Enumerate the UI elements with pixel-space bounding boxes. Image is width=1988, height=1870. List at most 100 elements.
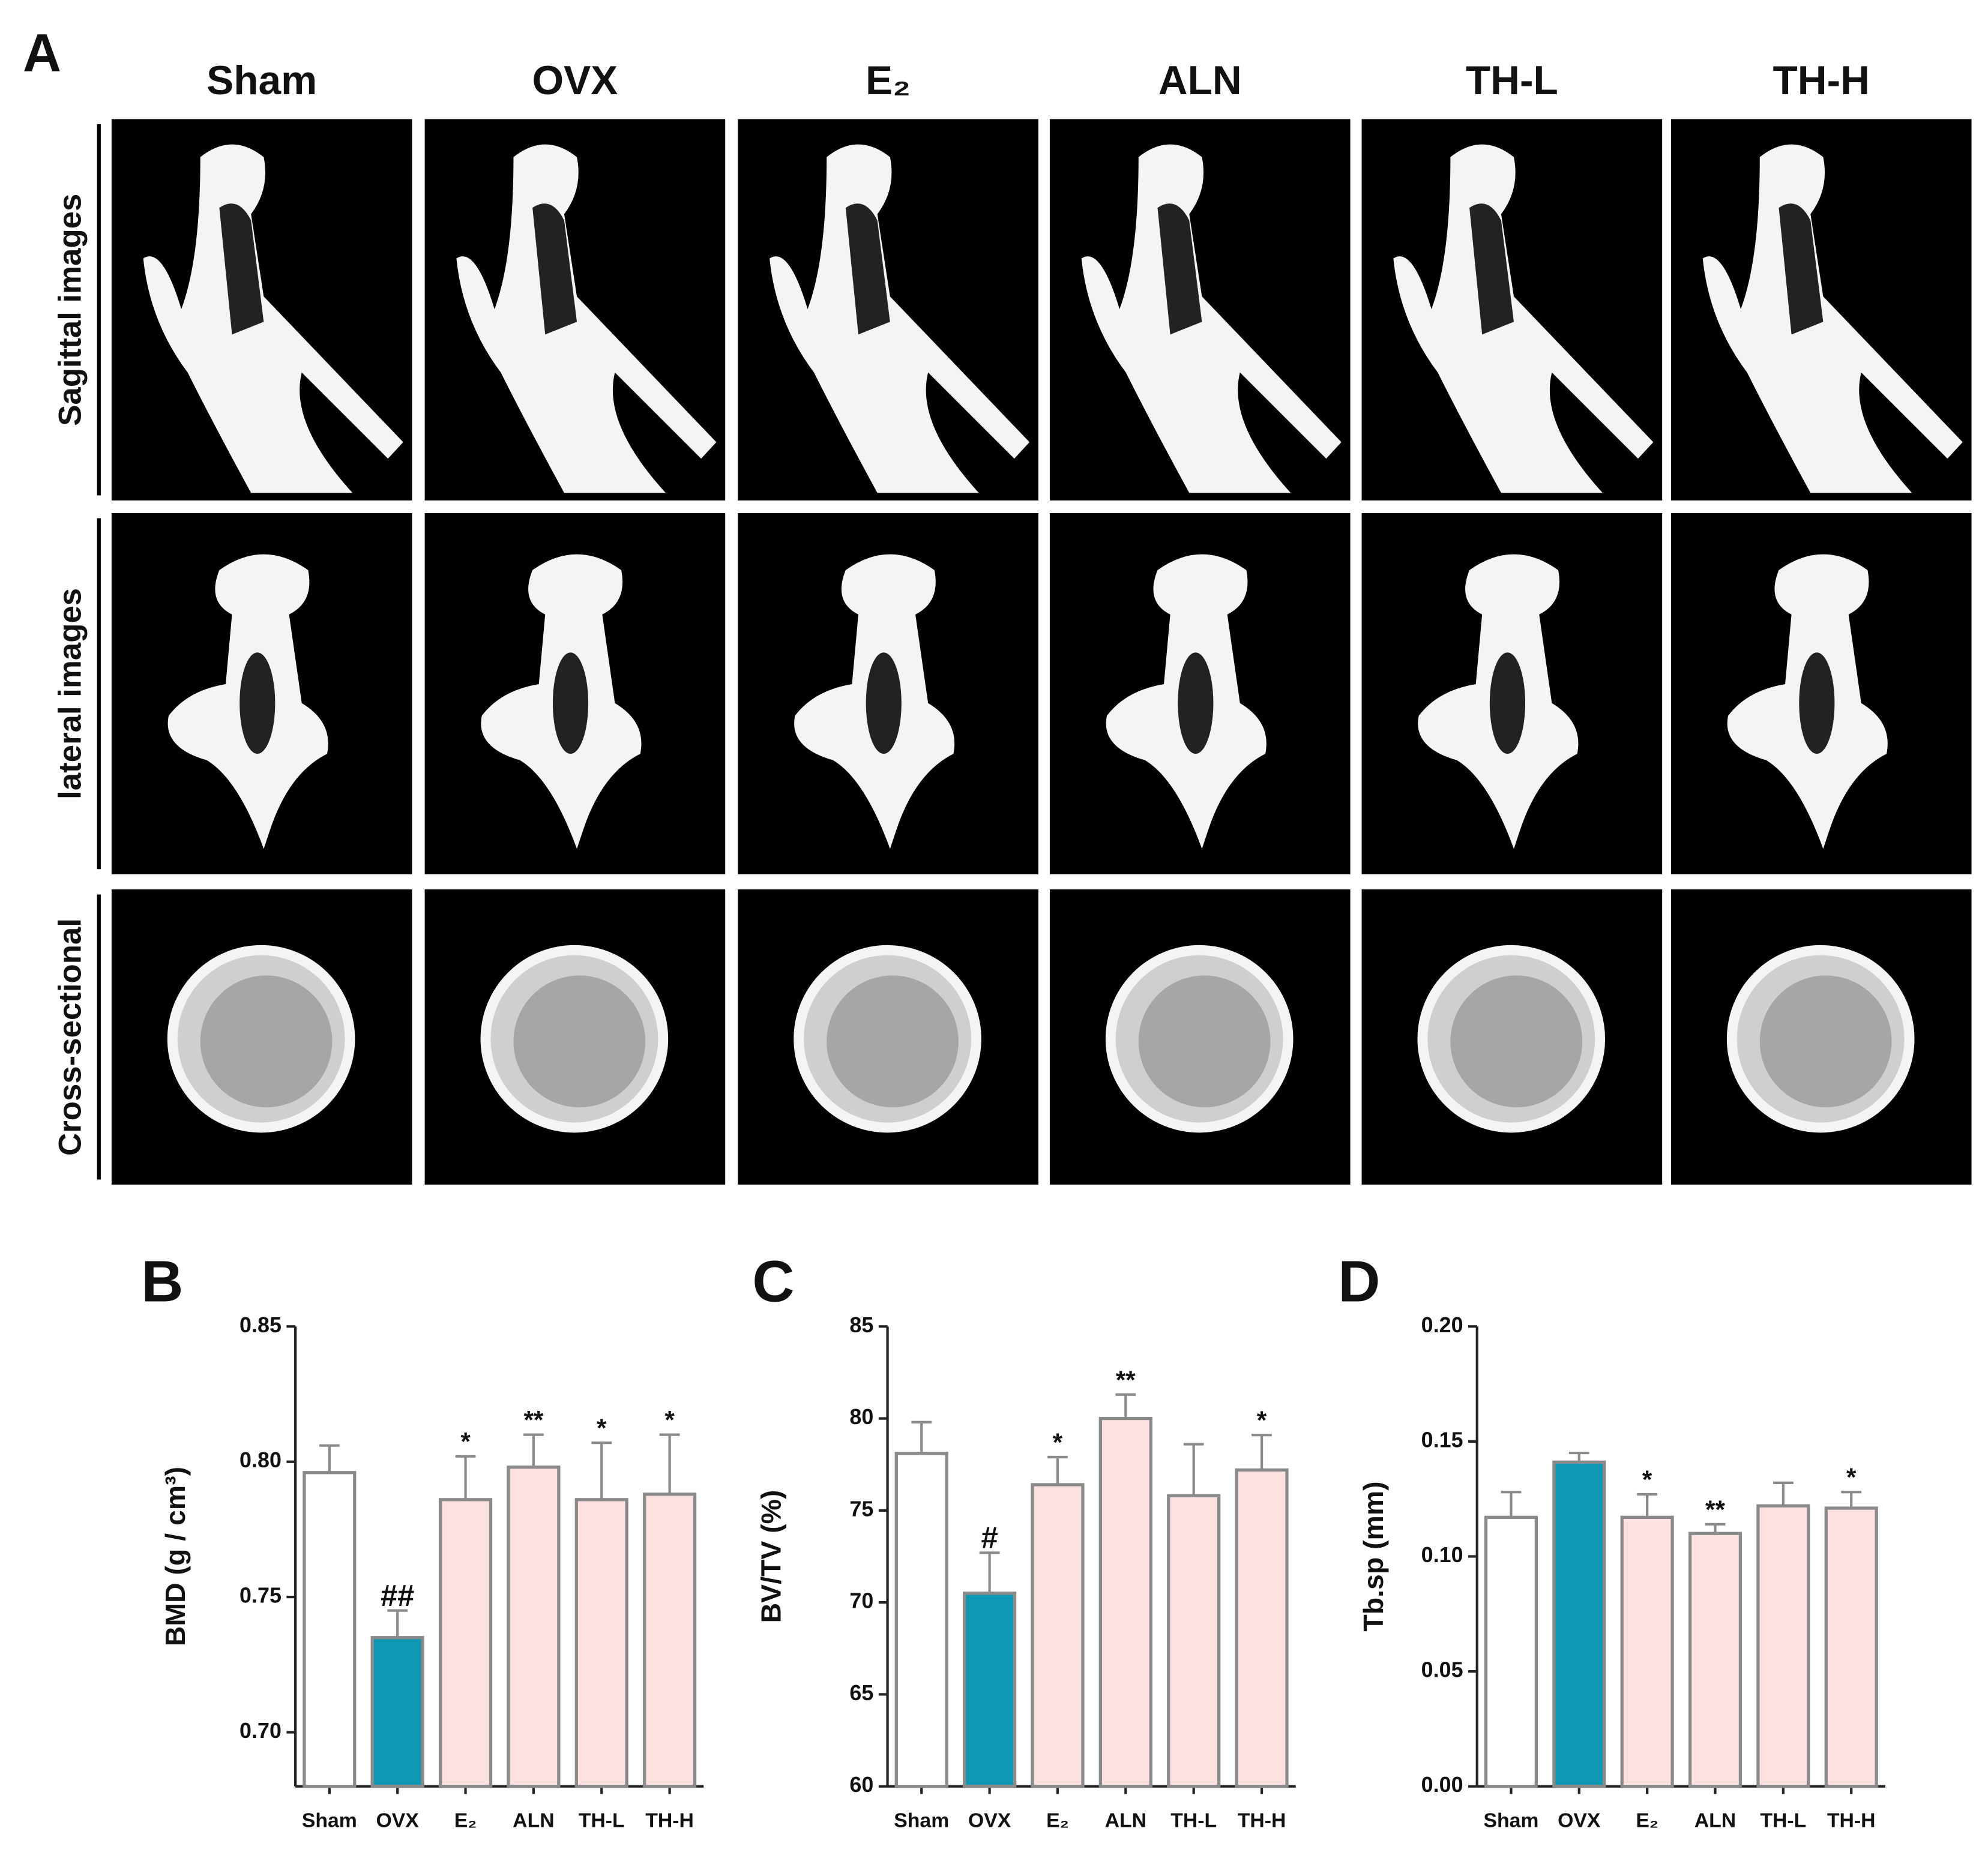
y-axis-label: Tb.sp (mm) bbox=[1358, 1481, 1389, 1631]
row-label: Cross-sectional bbox=[52, 918, 88, 1156]
bone-shape bbox=[1157, 203, 1202, 335]
x-tick-label: TH-L bbox=[1760, 1809, 1806, 1832]
significance-mark: ## bbox=[381, 1578, 414, 1613]
x-tick-label: OVX bbox=[968, 1809, 1011, 1832]
bone-shape bbox=[456, 144, 717, 493]
y-tick-label: 80 bbox=[849, 1405, 873, 1429]
bone-shape bbox=[1178, 652, 1214, 754]
y-tick-label: 0.20 bbox=[1421, 1313, 1463, 1337]
x-tick-label: E₂ bbox=[454, 1809, 477, 1832]
bone-shape bbox=[1417, 945, 1606, 1133]
y-tick-label: 0.70 bbox=[239, 1719, 282, 1743]
y-tick-label: 0.85 bbox=[239, 1313, 282, 1337]
y-axis-label: BV/TV (%) bbox=[756, 1490, 787, 1623]
x-tick-label: TH-H bbox=[1827, 1809, 1876, 1832]
y-tick-label: 0.15 bbox=[1421, 1428, 1463, 1452]
x-tick-label: OVX bbox=[376, 1809, 420, 1832]
y-tick-label: 70 bbox=[849, 1589, 873, 1613]
bar bbox=[507, 1466, 561, 1788]
y-tick-label: 65 bbox=[849, 1681, 873, 1705]
bone-shape bbox=[770, 144, 1030, 493]
significance-mark: # bbox=[981, 1521, 998, 1555]
y-tick-label: 0.10 bbox=[1421, 1543, 1463, 1567]
bone-shape bbox=[794, 945, 981, 1133]
bone-shape bbox=[1702, 144, 1963, 493]
bone-shape bbox=[1418, 554, 1579, 849]
column-header: TH-L bbox=[1466, 58, 1558, 103]
row-label: Sagittal images bbox=[52, 194, 88, 426]
bone-shape bbox=[219, 203, 264, 335]
bar bbox=[1167, 1494, 1221, 1788]
bone-shape bbox=[845, 203, 890, 335]
bone-shape bbox=[167, 554, 328, 849]
bar bbox=[643, 1493, 697, 1788]
x-tick-label: E₂ bbox=[1636, 1809, 1658, 1832]
bar bbox=[1552, 1460, 1606, 1788]
bone-shape bbox=[1779, 203, 1824, 335]
significance-mark: * bbox=[460, 1428, 471, 1456]
panel-label: B bbox=[141, 1248, 183, 1314]
bone-shape bbox=[1727, 554, 1888, 849]
bar bbox=[438, 1498, 493, 1788]
y-tick-label: 0.00 bbox=[1421, 1773, 1463, 1797]
bone-shape bbox=[513, 975, 646, 1108]
bar bbox=[1031, 1483, 1085, 1788]
x-tick-label: OVX bbox=[1558, 1809, 1601, 1832]
bone-shape bbox=[1469, 203, 1514, 335]
significance-mark: * bbox=[597, 1414, 607, 1442]
bar bbox=[370, 1636, 424, 1788]
bone-shape bbox=[1450, 975, 1583, 1108]
y-tick-label: 0.05 bbox=[1421, 1658, 1463, 1682]
significance-mark: * bbox=[1846, 1463, 1857, 1491]
bone-shape bbox=[200, 975, 333, 1108]
significance-mark: * bbox=[1053, 1428, 1063, 1457]
y-axis-label: BMD (g / cm³) bbox=[160, 1467, 191, 1646]
panel-label: C bbox=[752, 1248, 794, 1314]
bone-shape bbox=[1105, 945, 1294, 1133]
bone-shape bbox=[1799, 652, 1835, 754]
significance-mark: ** bbox=[523, 1406, 543, 1434]
bone-shape bbox=[239, 652, 276, 754]
bone-shape bbox=[1393, 144, 1654, 493]
bar bbox=[894, 1452, 948, 1788]
x-tick-label: TH-L bbox=[579, 1809, 625, 1832]
bone-shape bbox=[143, 144, 403, 493]
y-tick-label: 85 bbox=[849, 1313, 873, 1337]
row-label: lateral images bbox=[52, 588, 88, 799]
x-tick-label: Sham bbox=[302, 1809, 357, 1832]
bone-shape bbox=[1138, 975, 1271, 1108]
y-tick-label: 75 bbox=[849, 1497, 873, 1521]
bone-shape bbox=[827, 975, 959, 1108]
significance-mark: * bbox=[1257, 1406, 1267, 1434]
bar bbox=[574, 1498, 628, 1788]
bone-shape bbox=[1726, 945, 1915, 1133]
bone-shape bbox=[167, 945, 355, 1133]
panel-label: D bbox=[1338, 1248, 1380, 1314]
bone-shape bbox=[1106, 554, 1267, 849]
bone-shape bbox=[480, 945, 669, 1133]
column-header: ALN bbox=[1158, 58, 1242, 103]
bone-shape bbox=[1393, 144, 1654, 493]
x-tick-label: TH-H bbox=[645, 1809, 694, 1832]
bone-shape bbox=[481, 554, 642, 849]
y-tick-label: 0.75 bbox=[239, 1584, 282, 1608]
panel-label: A bbox=[23, 23, 61, 82]
significance-mark: * bbox=[1642, 1466, 1652, 1494]
bone-shape bbox=[866, 652, 902, 754]
bone-shape bbox=[1081, 144, 1342, 493]
column-header: OVX bbox=[532, 58, 618, 103]
x-tick-label: ALN bbox=[1105, 1809, 1146, 1832]
bone-shape bbox=[1489, 652, 1526, 754]
bar bbox=[1484, 1515, 1538, 1788]
bar bbox=[303, 1471, 357, 1788]
x-tick-label: ALN bbox=[513, 1809, 554, 1832]
bone-shape bbox=[1702, 144, 1963, 493]
bone-shape bbox=[1759, 975, 1892, 1108]
x-tick-label: TH-L bbox=[1170, 1809, 1217, 1832]
x-tick-label: Sham bbox=[1483, 1809, 1538, 1832]
bone-shape bbox=[1081, 144, 1342, 493]
x-tick-label: E₂ bbox=[1046, 1809, 1069, 1832]
x-tick-label: Sham bbox=[894, 1809, 949, 1832]
column-header: Sham bbox=[206, 58, 317, 103]
